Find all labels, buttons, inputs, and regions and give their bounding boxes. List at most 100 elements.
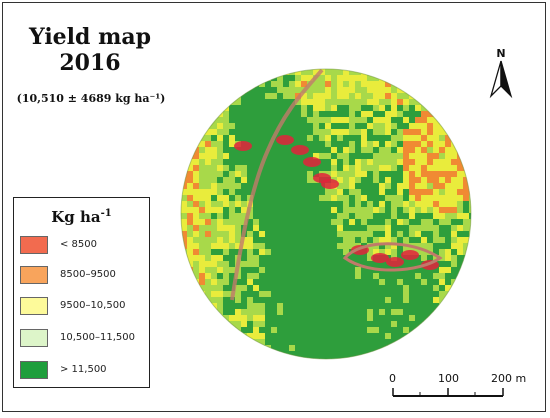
yield-cell [469,315,471,322]
yield-cell [457,261,464,268]
yield-cell [295,219,302,226]
yield-cell [463,213,470,220]
yield-cell [301,105,308,112]
yield-cell [325,195,332,202]
yield-cell [331,153,338,160]
yield-cell [205,81,212,88]
yield-cell [415,75,422,82]
yield-cell [193,135,200,142]
yield-cell [229,147,236,154]
yield-cell [193,99,200,106]
yield-cell [361,327,368,334]
yield-cell [403,165,410,172]
yield-cell [367,219,374,226]
yield-cell [181,279,188,286]
yield-cell [241,201,248,208]
yield-cell [349,255,356,262]
yield-cell [271,171,278,178]
yield-cell [367,171,374,178]
yield-cell [349,315,356,322]
yield-cell [439,213,446,220]
yield-cell [211,231,218,238]
yield-cell [283,195,290,202]
yield-cell [313,321,320,328]
yield-cell [325,297,332,304]
yield-cell [277,225,284,232]
yield-cell [385,309,392,316]
yield-cell [271,117,278,124]
yield-cell [295,297,302,304]
yield-cell [349,123,356,130]
yield-cell [451,255,458,262]
yield-cell [205,117,212,124]
yield-cell [259,75,266,82]
yield-cell [463,69,470,76]
yield-cell [343,207,350,214]
yield-cell [229,99,236,106]
yield-cell [343,195,350,202]
yield-cell [199,327,206,334]
yield-cell [181,153,188,160]
yield-cell [283,183,290,190]
yield-cell [271,291,278,298]
yield-cell [289,153,296,160]
yield-cell [259,339,266,346]
yield-cell [313,165,320,172]
yield-cell [229,207,236,214]
yield-cell [289,327,296,334]
yield-cell [229,303,236,310]
yield-cell [301,267,308,274]
yield-cell [343,291,350,298]
yield-cell [439,165,446,172]
yield-cell [343,225,350,232]
yield-cell [229,213,236,220]
yield-cell [397,201,404,208]
yield-cell [193,357,200,359]
yield-cell [457,123,464,130]
yield-cell [445,285,452,292]
yield-cell [463,273,470,280]
yield-cell [385,87,392,94]
yield-cell [283,327,290,334]
yield-cell [313,213,320,220]
yield-cell [361,153,368,160]
yield-cell [331,117,338,124]
yield-cell [181,327,188,334]
yield-cell [313,243,320,250]
yield-cell [295,165,302,172]
yield-cell [289,111,296,118]
yield-cell [331,105,338,112]
yield-cell [277,81,284,88]
yield-cell [397,177,404,184]
yield-cell [349,159,356,166]
yield-cell [223,93,230,100]
yield-cell [397,297,404,304]
yield-cell [223,345,230,352]
yield-cell [391,171,398,178]
yield-cell [271,303,278,310]
yield-cell [385,207,392,214]
yield-cell [331,345,338,352]
yield-cell [463,219,470,226]
yield-cell [343,231,350,238]
yield-cell [355,105,362,112]
yield-cell [241,267,248,274]
yield-cell [307,291,314,298]
yield-cell [223,81,230,88]
yield-cell [247,225,254,232]
yield-cell [223,123,230,130]
yield-cell [319,165,326,172]
yield-cell [451,99,458,106]
yield-cell [433,273,440,280]
yield-cell [181,231,188,238]
yield-cell [409,267,416,274]
yield-cell [313,111,320,118]
yield-cell [457,225,464,232]
yield-cell [205,291,212,298]
yield-cell [235,303,242,310]
yield-cell [229,195,236,202]
yield-cell [229,315,236,322]
yield-cell [397,129,404,136]
yield-cell [373,213,380,220]
yield-cell [361,189,368,196]
